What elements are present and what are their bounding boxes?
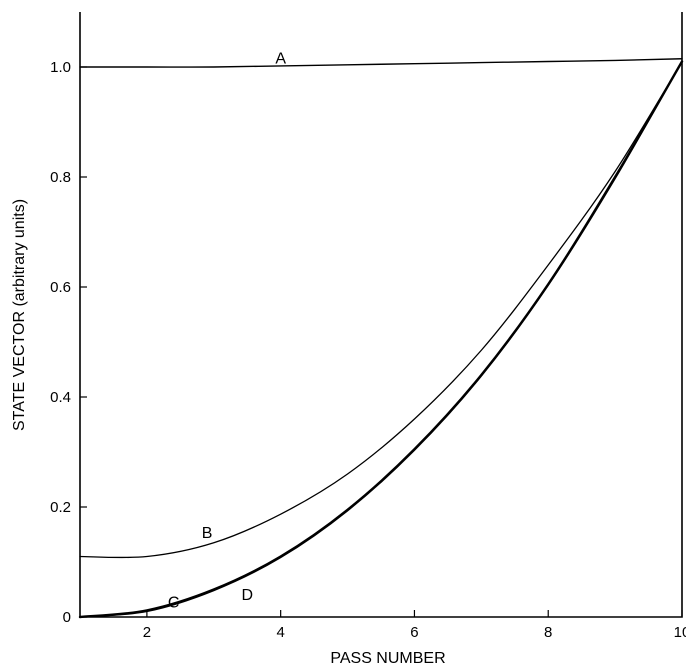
y-tick-label: 0.8: [50, 169, 71, 186]
y-tick-label: 0.4: [50, 389, 71, 406]
y-tick-label: 1.0: [50, 59, 71, 76]
x-axis-title: PASS NUMBER: [330, 650, 445, 667]
series-a-line: [79, 58, 683, 68]
y-tick-label: 0.6: [50, 279, 71, 296]
plot-axes: [79, 12, 683, 618]
series-d-line: [79, 60, 683, 618]
x-tick-label: 6: [410, 624, 418, 641]
x-tick-label: 4: [276, 624, 284, 641]
y-axis-title: STATE VECTOR (arbitrary units): [11, 199, 28, 431]
y-tick-label: 0: [63, 609, 71, 626]
x-tick-label: 2: [143, 624, 151, 641]
series-c-line: [78, 60, 684, 619]
series-c-label: C: [168, 595, 180, 612]
axes-frame: [79, 12, 683, 618]
x-tick-label: 8: [544, 624, 552, 641]
series-b-line: [79, 60, 683, 559]
curve-labels: A B C D: [168, 51, 286, 612]
series-d-label: D: [241, 587, 253, 604]
axis-ticks: 2 4 6 8 10 0 0.2 0.4 0.6 0.8 1.0: [50, 59, 686, 641]
series-layer: [78, 58, 684, 619]
x-tick-label: 10: [674, 624, 686, 641]
series-a-label: A: [275, 51, 286, 68]
y-tick-label: 0.2: [50, 499, 71, 516]
series-b-label: B: [202, 525, 213, 542]
